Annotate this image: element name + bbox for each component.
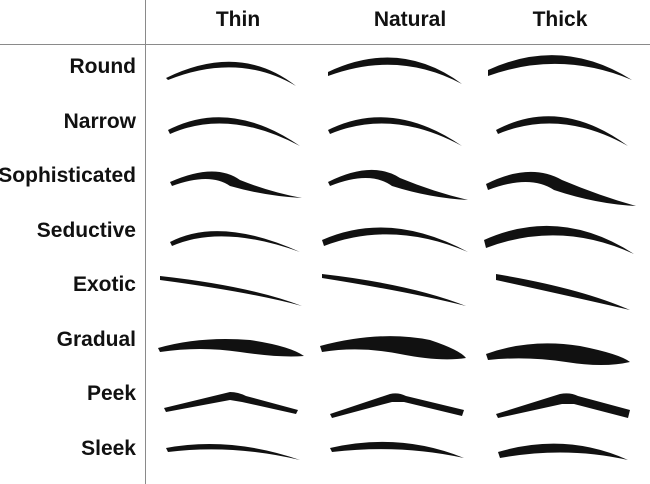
row-label-sophisticated: Sophisticated	[0, 164, 136, 187]
column-header-natural: Natural	[373, 8, 447, 31]
eyebrow-peek-thin	[164, 392, 298, 414]
eyebrow-narrow-natural	[328, 117, 462, 146]
eyebrow-sophisticated-thin	[170, 171, 302, 198]
row-label-seductive: Seductive	[36, 219, 136, 242]
eyebrow-sleek-thick	[498, 443, 628, 460]
column-header-thick: Thick	[532, 8, 588, 31]
eyebrow-seductive-thin	[170, 231, 300, 252]
row-label-peek: Peek	[86, 382, 136, 405]
eyebrow-seductive-natural	[322, 227, 468, 252]
eyebrow-gradual-thin	[158, 339, 304, 357]
eyebrow-sophisticated-natural	[328, 169, 468, 200]
eyebrow-sleek-natural	[330, 441, 464, 458]
row-label-exotic: Exotic	[72, 273, 136, 296]
eyebrow-narrow-thick	[496, 116, 628, 146]
eyebrow-round-thick	[488, 55, 632, 80]
row-label-round: Round	[69, 55, 136, 78]
eyebrow-gradual-thick	[486, 343, 630, 365]
eyebrow-peek-natural	[330, 393, 464, 418]
eyebrow-round-natural	[328, 57, 462, 84]
header-divider	[0, 44, 650, 45]
eyebrow-sleek-thin	[166, 444, 300, 460]
eyebrow-exotic-thin	[160, 276, 302, 306]
eyebrow-round-thin	[166, 61, 296, 86]
eyebrow-seductive-thick	[484, 225, 634, 254]
eyebrow-narrow-thin	[168, 117, 300, 146]
eyebrow-exotic-thick	[496, 274, 630, 310]
column-header-thin: Thin	[215, 8, 261, 31]
eyebrow-exotic-natural	[322, 274, 466, 306]
eyebrow-peek-thick	[496, 393, 630, 418]
row-label-sleek: Sleek	[81, 437, 136, 460]
row-label-narrow: Narrow	[63, 110, 136, 133]
eyebrow-gradual-natural	[320, 336, 466, 360]
row-label-gradual: Gradual	[56, 328, 136, 351]
vertical-divider	[145, 0, 146, 484]
eyebrow-sophisticated-thick	[486, 171, 636, 206]
